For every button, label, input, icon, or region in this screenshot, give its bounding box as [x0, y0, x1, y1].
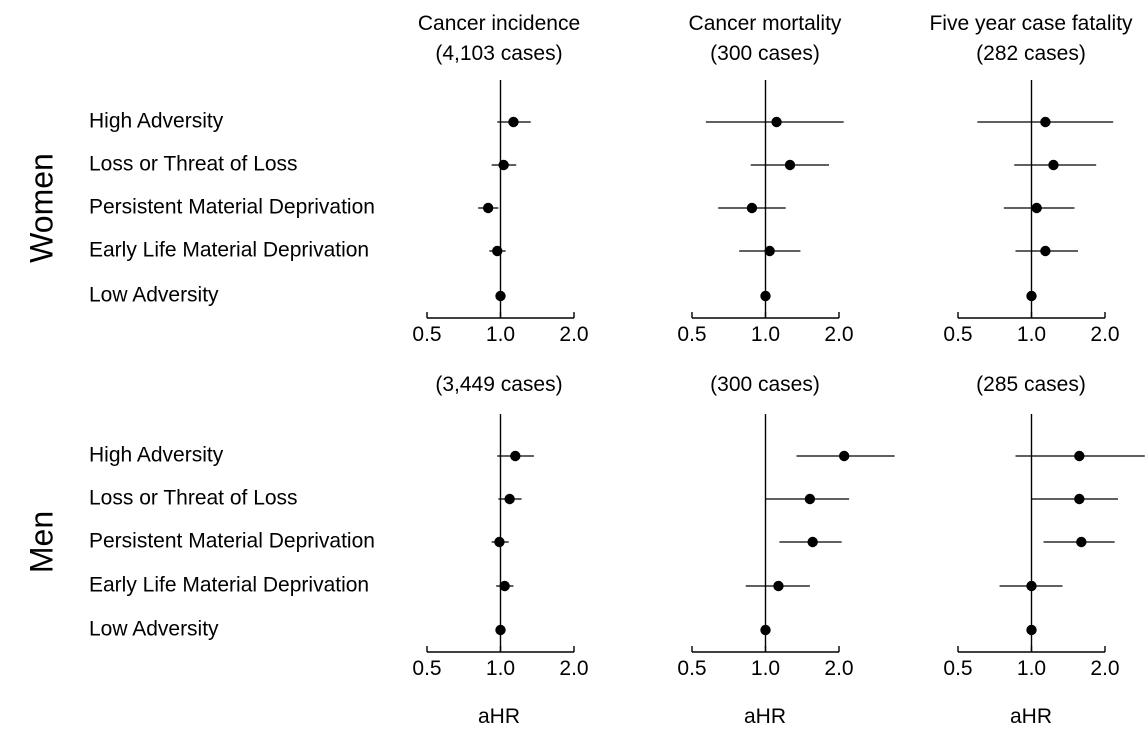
point-women-2-low-adversity — [760, 290, 771, 302]
tick-label-men-3-1: 0.5 — [943, 657, 972, 680]
row-label-men-loss-or-threat-of-loss: Loss or Threat of Loss — [89, 487, 298, 510]
point-women-1-persistent-material-deprivation — [482, 202, 494, 214]
row-label-men-low-adversity: Low Adversity — [89, 618, 219, 641]
tick-label-women-2-3: 2.0 — [824, 323, 853, 346]
panel-title-cancer-mortality: Cancer mortality — [689, 12, 842, 35]
point-men-1-early-life-material-deprivation — [499, 580, 510, 592]
point-women-3-persistent-material-deprivation — [1031, 202, 1042, 214]
point-men-1-low-adversity — [495, 624, 506, 636]
tick-label-men-2-1: 0.5 — [677, 657, 706, 680]
tick-label-men-2-2: 1.0 — [751, 657, 780, 680]
point-men-3-early-life-material-deprivation — [1026, 580, 1037, 592]
row-label-women-low-adversity: Low Adversity — [89, 284, 219, 307]
row-label-women-loss-or-threat-of-loss: Loss or Threat of Loss — [89, 153, 298, 176]
point-men-2-early-life-material-deprivation — [773, 580, 784, 592]
point-men-1-high-adversity — [510, 450, 521, 462]
tick-label-men-3-3: 2.0 — [1090, 657, 1119, 680]
panel-title-five-year-case-fatality: Five year case fatality — [929, 12, 1133, 35]
row-label-women-high-adversity: High Adversity — [89, 110, 224, 133]
point-women-2-high-adversity — [771, 116, 782, 128]
tick-label-women-1-1: 0.5 — [412, 323, 441, 346]
point-women-2-persistent-material-deprivation — [746, 202, 758, 214]
x-axis-label-2: aHR — [744, 705, 786, 728]
point-women-1-high-adversity — [508, 116, 519, 128]
point-men-3-high-adversity — [1074, 450, 1085, 462]
panel-subtitle-women-3: (282 cases) — [976, 42, 1086, 65]
panel-subtitle-men-1: (3,449 cases) — [435, 373, 562, 396]
point-men-2-low-adversity — [760, 624, 771, 636]
row-label-men-high-adversity: High Adversity — [89, 444, 224, 467]
point-men-2-loss-or-threat-of-loss — [804, 493, 816, 505]
panel-title-cancer-incidence: Cancer incidence — [418, 12, 580, 35]
row-label-women-persistent-material-deprivation: Persistent Material Deprivation — [89, 196, 375, 219]
point-men-3-low-adversity — [1026, 624, 1037, 636]
point-women-2-early-life-material-deprivation — [764, 245, 775, 257]
tick-label-women-3-2: 1.0 — [1017, 323, 1046, 346]
x-axis-label-3: aHR — [1010, 705, 1052, 728]
group-label-men: Men — [23, 511, 59, 573]
x-axis-label-1: aHR — [478, 705, 520, 728]
tick-label-men-1-1: 0.5 — [412, 657, 441, 680]
point-women-3-early-life-material-deprivation — [1040, 245, 1051, 257]
point-women-1-early-life-material-deprivation — [492, 245, 503, 257]
tick-label-women-1-2: 1.0 — [486, 323, 515, 346]
row-label-men-early-life-material-deprivation: Early Life Material Deprivation — [89, 574, 369, 597]
point-women-3-loss-or-threat-of-loss — [1048, 159, 1059, 171]
panel-subtitle-women-2: (300 cases) — [710, 42, 820, 65]
tick-label-women-3-3: 2.0 — [1090, 323, 1119, 346]
tick-label-women-2-2: 1.0 — [751, 323, 780, 346]
point-men-2-high-adversity — [838, 450, 850, 462]
point-women-3-high-adversity — [1040, 116, 1051, 128]
tick-label-women-1-3: 2.0 — [559, 323, 588, 346]
tick-label-women-3-1: 0.5 — [943, 323, 972, 346]
point-women-1-loss-or-threat-of-loss — [498, 159, 509, 171]
tick-label-men-3-2: 1.0 — [1017, 657, 1046, 680]
panel-subtitle-men-3: (285 cases) — [976, 373, 1086, 396]
tick-label-women-2-1: 0.5 — [677, 323, 706, 346]
point-men-3-loss-or-threat-of-loss — [1074, 493, 1085, 505]
point-women-2-loss-or-threat-of-loss — [784, 159, 796, 171]
row-label-women-early-life-material-deprivation: Early Life Material Deprivation — [89, 239, 369, 262]
point-women-3-low-adversity — [1026, 290, 1037, 302]
point-men-2-persistent-material-deprivation — [807, 536, 818, 548]
panel-subtitle-women-1: (4,103 cases) — [435, 42, 562, 65]
row-label-men-persistent-material-deprivation: Persistent Material Deprivation — [89, 530, 375, 553]
group-label-women: Women — [23, 153, 59, 263]
point-men-1-persistent-material-deprivation — [494, 536, 505, 548]
tick-label-men-1-3: 2.0 — [559, 657, 588, 680]
tick-label-men-1-2: 1.0 — [486, 657, 515, 680]
point-women-1-low-adversity — [495, 290, 506, 302]
panel-subtitle-men-2: (300 cases) — [710, 373, 820, 396]
tick-label-men-2-3: 2.0 — [824, 657, 853, 680]
point-men-3-persistent-material-deprivation — [1076, 536, 1087, 548]
point-men-1-loss-or-threat-of-loss — [504, 493, 515, 505]
